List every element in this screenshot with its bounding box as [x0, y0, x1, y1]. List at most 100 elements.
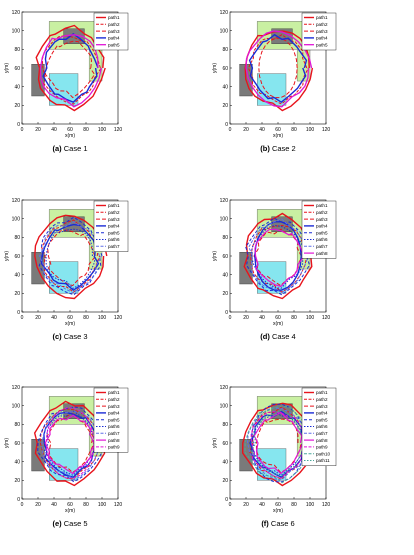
series-line-path7	[248, 218, 309, 294]
legend-entry: path4	[316, 36, 328, 41]
legend-entry: path5	[108, 230, 120, 235]
x-tick-label: 80	[83, 315, 89, 321]
series-line-path5	[39, 34, 102, 108]
legend-entry: path7	[108, 431, 120, 436]
legend-entry: path3	[316, 29, 328, 34]
legend-box	[93, 12, 129, 51]
caption-letter: (c)	[52, 332, 62, 341]
x-tick-label: 120	[322, 127, 331, 133]
legend-entry: path3	[108, 29, 120, 34]
x-tick-label: 20	[35, 502, 41, 508]
x-axis-label: x(m)	[273, 133, 283, 139]
series-line-path11	[251, 409, 306, 477]
series-line-path5	[38, 216, 103, 296]
legend-box	[93, 387, 129, 453]
legend-entry: path5	[316, 42, 328, 47]
legend-entry: path9	[108, 445, 120, 450]
x-tick-label: 60	[275, 315, 281, 321]
y-tick-label: 100	[220, 403, 229, 409]
x-tick-label: 100	[306, 315, 315, 321]
x-tick-label: 120	[114, 315, 123, 321]
series-line-path6	[251, 225, 307, 289]
series-line-path4	[42, 32, 99, 103]
series-line-path8	[253, 411, 304, 475]
y-tick-label: 120	[220, 385, 229, 391]
legend-entry: path3	[108, 217, 120, 222]
series-line-path3	[258, 37, 298, 99]
y-axis-label: y(m)	[212, 63, 218, 73]
x-tick-label: 60	[67, 315, 73, 321]
legend-entry: path1	[316, 203, 328, 208]
panel-caption: (d) Case 4	[260, 332, 295, 341]
y-tick-label: 20	[14, 103, 20, 109]
y-tick-label: 80	[222, 47, 228, 53]
x-tick-label: 60	[275, 502, 281, 508]
legend-entry: path5	[316, 230, 328, 235]
y-tick-label: 60	[222, 441, 228, 447]
y-tick-label: 120	[12, 198, 21, 204]
y-tick-label: 0	[225, 310, 228, 316]
x-axis-label: x(m)	[273, 508, 283, 514]
y-tick-label: 60	[14, 254, 20, 260]
legend-entry: path4	[108, 224, 120, 229]
legend-entry: path4	[108, 411, 120, 416]
x-tick-label: 120	[322, 315, 331, 321]
x-tick-label: 120	[114, 502, 123, 508]
x-tick-label: 100	[98, 127, 107, 133]
series-line-path9	[250, 411, 309, 479]
series-line-path1	[35, 24, 106, 112]
y-tick-label: 0	[17, 122, 20, 128]
y-tick-label: 40	[14, 272, 20, 278]
caption-text: Case 4	[270, 332, 296, 341]
series-line-path3	[47, 229, 96, 287]
y-tick-label: 120	[12, 10, 21, 16]
legend-entry: path3	[108, 404, 120, 409]
y-tick-label: 20	[222, 103, 228, 109]
x-tick-label: 60	[67, 127, 73, 133]
legend-entry: path1	[108, 203, 120, 208]
chart-panel-5: 0 20 40 60 80 100 120 0 20 40 60 80 100 120 x(m) y(m) pa…	[4, 385, 129, 528]
x-tick-label: 40	[259, 315, 265, 321]
y-axis-label: y(m)	[4, 63, 10, 73]
x-axis-label: x(m)	[65, 133, 75, 139]
x-tick-label: 60	[67, 502, 73, 508]
y-tick-label: 100	[220, 216, 229, 222]
x-tick-label: 20	[35, 127, 41, 133]
series-line-path1	[244, 30, 314, 112]
y-tick-label: 60	[14, 66, 20, 72]
legend-entry: path2	[316, 397, 328, 402]
x-tick-label: 60	[275, 127, 281, 133]
legend-box	[301, 200, 337, 259]
series-line-path6	[45, 228, 97, 289]
series-line-path1	[241, 402, 315, 487]
x-tick-label: 0	[229, 127, 232, 133]
x-tick-label: 100	[306, 127, 315, 133]
series-line-path5	[245, 217, 311, 296]
y-tick-label: 60	[14, 441, 20, 447]
y-tick-label: 20	[14, 291, 20, 297]
series-line-path7	[247, 407, 311, 481]
series-line-path9	[45, 407, 95, 479]
panel-caption: (a) Case 1	[52, 144, 87, 153]
series-line-path3	[44, 40, 96, 99]
x-tick-label: 40	[51, 315, 57, 321]
x-tick-label: 100	[306, 502, 315, 508]
x-tick-label: 120	[322, 502, 331, 508]
legend-entry: path10	[316, 451, 330, 456]
y-tick-label: 100	[220, 28, 229, 34]
panel-caption: (e) Case 5	[52, 519, 87, 528]
x-tick-label: 40	[51, 502, 57, 508]
y-tick-label: 60	[222, 254, 228, 260]
y-tick-label: 0	[17, 310, 20, 316]
legend-entry: path4	[316, 411, 328, 416]
caption-letter: (d)	[260, 332, 270, 341]
legend-entry: path6	[316, 424, 328, 429]
legend-entry: path2	[108, 397, 120, 402]
legend-entry: path5	[316, 417, 328, 422]
y-tick-label: 100	[12, 403, 21, 409]
